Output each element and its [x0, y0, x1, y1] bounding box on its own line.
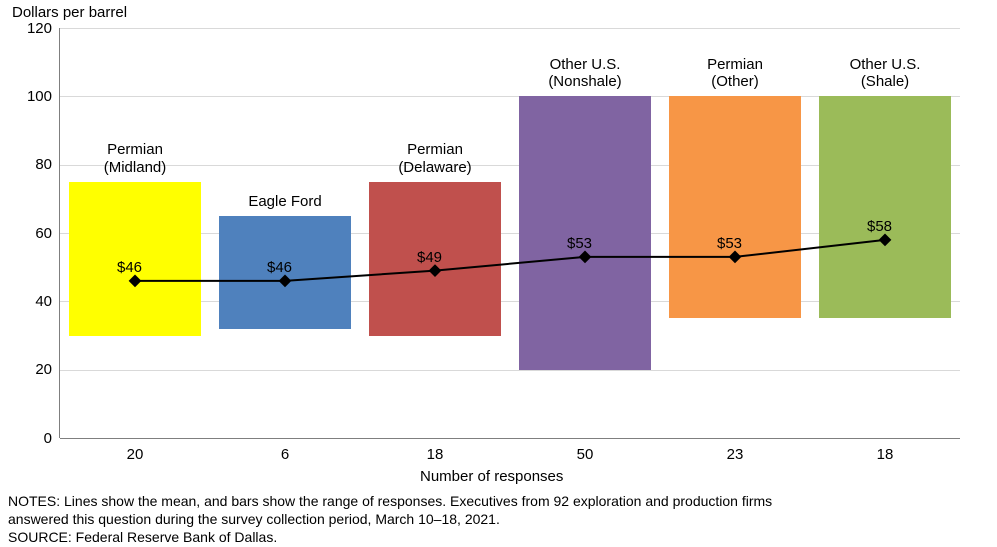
mean-marker [729, 251, 742, 264]
chart-stage: 020406080100120Dollars per barrelPermian… [0, 0, 997, 532]
mean-line [0, 0, 997, 532]
mean-marker [579, 251, 592, 264]
footnotes: NOTES: Lines show the mean, and bars sho… [8, 492, 989, 547]
mean-marker [879, 233, 892, 246]
mean-marker [279, 274, 292, 287]
mean-marker [429, 264, 442, 277]
mean-marker [129, 274, 142, 287]
